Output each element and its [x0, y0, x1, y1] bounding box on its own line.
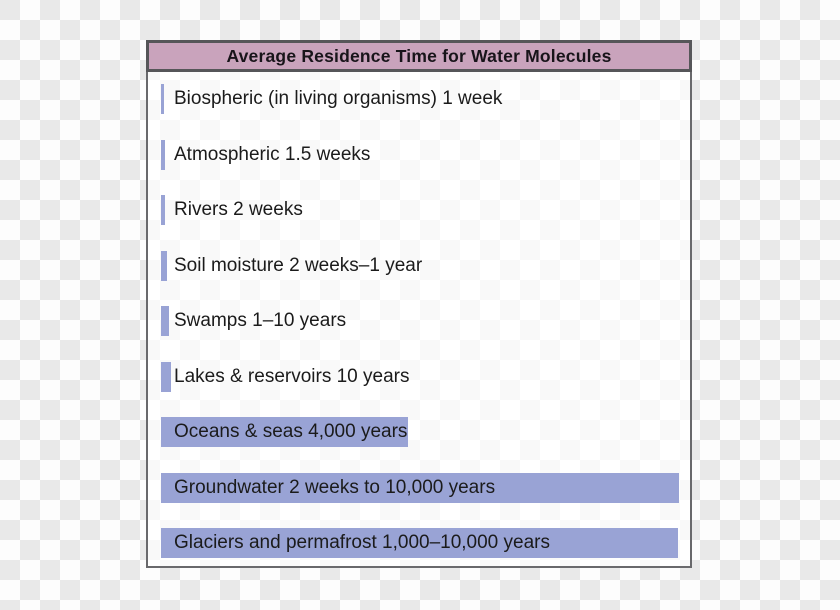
- bar-label: Groundwater 2 weeks to 10,000 years: [174, 476, 496, 498]
- bar-row: Swamps 1–10 years: [161, 306, 690, 336]
- bar-label: Swamps 1–10 years: [174, 310, 347, 331]
- bar: [161, 306, 169, 336]
- bar-label: Atmospheric 1.5 weeks: [174, 143, 371, 165]
- bar: [161, 528, 678, 558]
- bar-label: Biospheric (in living organisms) 1 week: [174, 88, 503, 109]
- bar-row: Biospheric (in living organisms) 1 week: [161, 84, 690, 114]
- bar: [161, 195, 165, 225]
- bar-row: Rivers 2 weeks: [161, 195, 690, 225]
- bar-row: Oceans & seas 4,000 years: [161, 417, 690, 447]
- residence-time-figure: Average Residence Time for Water Molecul…: [146, 40, 692, 568]
- bar-row: Soil moisture 2 weeks–1 year: [161, 250, 690, 281]
- bar: [161, 139, 165, 170]
- bar-label: Glaciers and permafrost 1,000–10,000 yea…: [174, 532, 550, 553]
- bar: [161, 417, 408, 447]
- bar-row: Atmospheric 1.5 weeks: [161, 139, 690, 170]
- bar: [161, 472, 679, 503]
- bar-row: Lakes & reservoirs 10 years: [161, 361, 690, 392]
- bar: [161, 361, 171, 392]
- bar-label: Soil moisture 2 weeks–1 year: [174, 254, 423, 276]
- chart-title: Average Residence Time for Water Molecul…: [146, 40, 692, 72]
- bar-row: Groundwater 2 weeks to 10,000 years: [161, 472, 690, 503]
- bar-label: Lakes & reservoirs 10 years: [174, 365, 410, 387]
- chart-plot-area: Biospheric (in living organisms) 1 week …: [146, 72, 692, 568]
- bar-row: Glaciers and permafrost 1,000–10,000 yea…: [161, 528, 690, 558]
- bar-label: Rivers 2 weeks: [174, 199, 303, 220]
- bar: [161, 84, 164, 114]
- bar-label: Oceans & seas 4,000 years: [174, 421, 408, 442]
- bar: [161, 250, 167, 281]
